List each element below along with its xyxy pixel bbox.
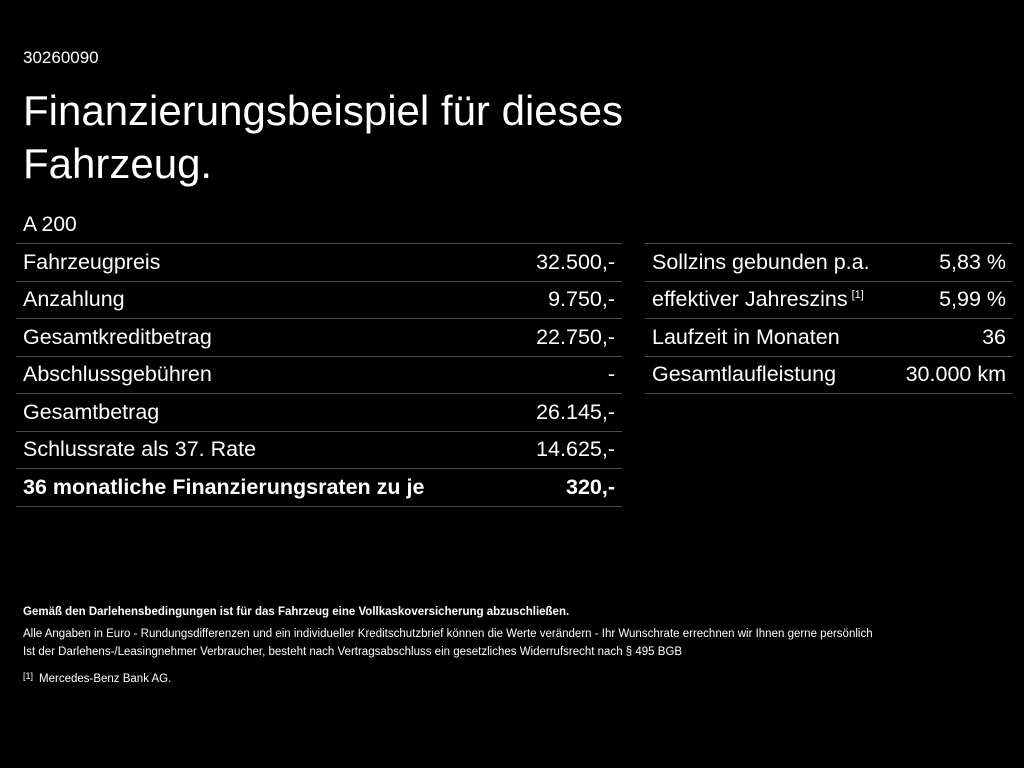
- row-value: 26.145,-: [511, 393, 622, 432]
- row-label: Gesamtbetrag: [16, 393, 512, 432]
- price-table: Fahrzeugpreis 32.500,- Anzahlung 9.750,- Ges…: [16, 243, 622, 507]
- model: A 200: [23, 213, 77, 236]
- row-label: Laufzeit in Monaten: [652, 324, 840, 349]
- row: 36 monatliche Finanzierungsraten zu je 32…: [16, 468, 622, 507]
- row-label: Anzahlung: [16, 281, 512, 319]
- row-label-cell: Laufzeit in Monaten: [645, 318, 892, 357]
- title: Finanzierungsbeispiel für dieses Fahrzeu…: [23, 87, 623, 187]
- row-value: 5,83 %: [891, 243, 1013, 282]
- footnote-text: Mercedes-Benz Bank AG.: [39, 673, 172, 685]
- row: Sollzins gebunden p.a. 5,83 %: [645, 243, 1013, 282]
- row: Abschlussgebühren -: [16, 356, 622, 394]
- row: Gesamtlaufleistung 30.000 km: [645, 356, 1013, 394]
- row-label: effektiver Jahreszins: [652, 287, 848, 312]
- note: Ist der Darlehens-/Leasingnehmer Verbrau…: [23, 646, 683, 658]
- row-value: 9.750,-: [511, 281, 622, 319]
- row: Anzahlung 9.750,-: [16, 281, 622, 319]
- row-value: 320,-: [511, 468, 622, 507]
- terms-table: Sollzins gebunden p.a. 5,83 % effektiver J…: [645, 243, 1013, 394]
- row: Gesamtbetrag 26.145,-: [16, 393, 622, 432]
- row-label: Gesamtkreditbetrag: [16, 318, 512, 357]
- row-label: 36 monatliche Finanzierungsraten zu je: [16, 468, 512, 507]
- row: Schlussrate als 37. Rate 14.625,-: [16, 431, 622, 469]
- row-value: 32.500,-: [511, 243, 622, 282]
- note: Gemäß den Darlehensbedingungen ist für d…: [23, 606, 570, 618]
- footnote-marker: [1]: [23, 671, 34, 681]
- row-label: Fahrzeugpreis: [16, 243, 512, 282]
- row-value: 30.000 km: [891, 356, 1013, 394]
- row-value: -: [511, 356, 622, 394]
- row: effektiver Jahreszins [1] 5,99 %: [645, 281, 1013, 319]
- vehicle-id: 30260090: [23, 48, 99, 67]
- row: Gesamtkreditbetrag 22.750,-: [16, 318, 622, 357]
- row-value: 5,99 %: [891, 281, 1013, 319]
- note: Alle Angaben in Euro - Rundungsdifferenz…: [23, 628, 873, 640]
- row: Laufzeit in Monaten 36: [645, 318, 1013, 357]
- row-label-cell: effektiver Jahreszins [1]: [645, 281, 892, 319]
- footnote-ref: [1]: [851, 289, 864, 302]
- row-label: Schlussrate als 37. Rate: [16, 431, 512, 469]
- row-value: 22.750,-: [511, 318, 622, 357]
- row-label: Sollzins gebunden p.a.: [652, 249, 870, 274]
- footnote: [1] Mercedes-Benz Bank AG.: [23, 671, 171, 685]
- row: Fahrzeugpreis 32.500,-: [16, 243, 622, 282]
- row-value: 14.625,-: [511, 431, 622, 469]
- row-label-cell: Sollzins gebunden p.a.: [645, 243, 892, 282]
- row-value: 36: [891, 318, 1013, 357]
- row-label: Gesamtlaufleistung: [652, 362, 837, 387]
- row-label-cell: Gesamtlaufleistung: [645, 356, 892, 394]
- row-label: Abschlussgebühren: [16, 356, 512, 394]
